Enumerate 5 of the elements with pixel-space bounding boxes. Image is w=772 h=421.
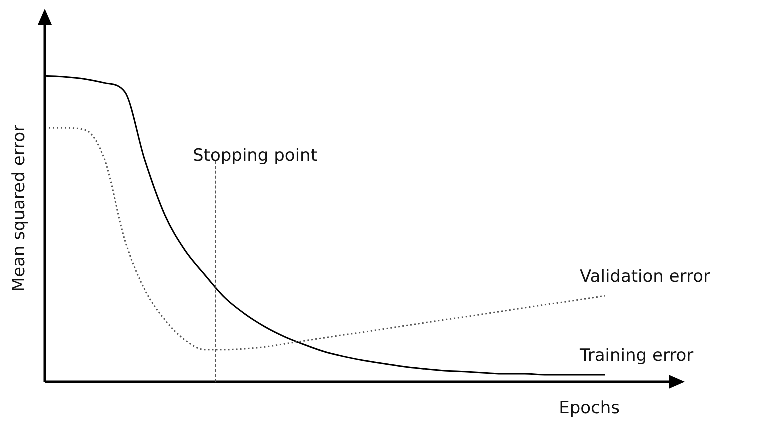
series-label: Training error [579, 346, 694, 366]
annotation: Stopping point [193, 146, 318, 166]
series-label: Validation error [580, 266, 711, 287]
x-axis-title: Epochs [559, 398, 620, 418]
y-axis-title: Mean squared error [9, 125, 30, 292]
